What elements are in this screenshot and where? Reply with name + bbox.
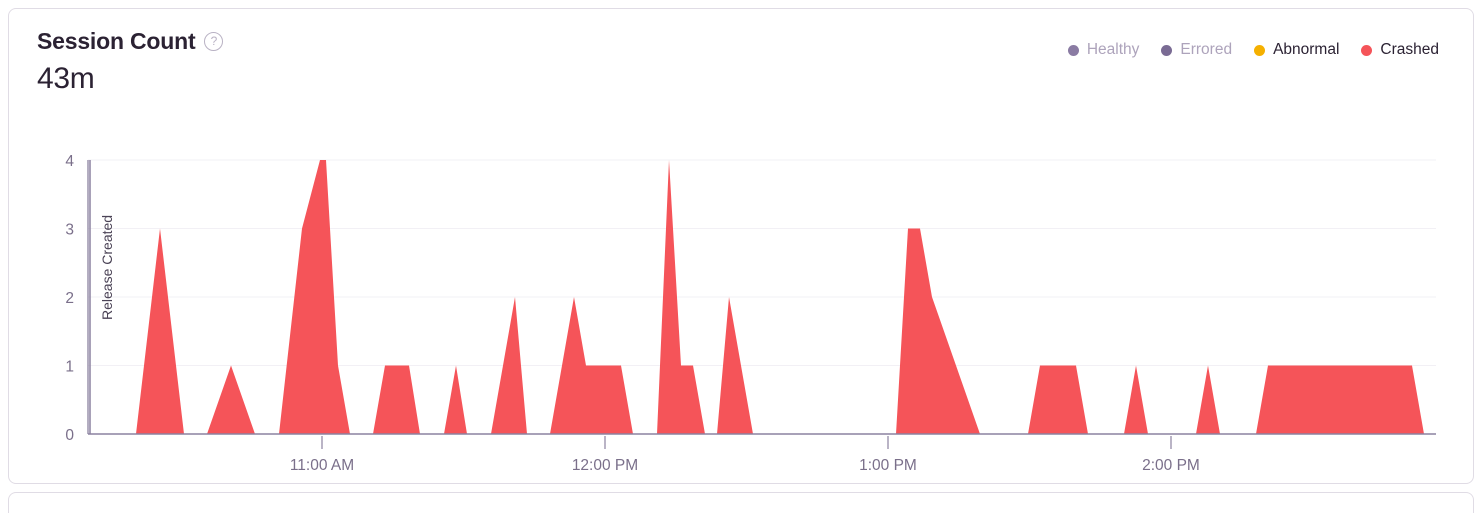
session-count-value: 43m: [37, 62, 95, 95]
x-axis-tick-labels: 11:00 AM 12:00 PM 1:00 PM 2:00 PM: [290, 436, 1200, 474]
y-tick-label: 1: [65, 359, 74, 376]
y-axis-tick-labels: 0 1 2 3 4: [65, 153, 74, 444]
question-circle-icon[interactable]: ?: [204, 32, 224, 51]
area-path-crashed[interactable]: [88, 160, 1436, 434]
page-title: Session Count: [37, 28, 196, 54]
x-tick-label: 2:00 PM: [1142, 457, 1200, 474]
chart-legend: Healthy Errored Abnormal Crashed: [1067, 41, 1439, 59]
y-tick-label: 3: [65, 222, 74, 239]
legend-item-crashed[interactable]: Crashed: [1361, 41, 1439, 59]
legend-dot-icon: [1067, 44, 1079, 56]
legend-dot-icon: [1254, 44, 1266, 56]
x-tick-label: 12:00 PM: [572, 457, 638, 474]
y-tick-label: 4: [65, 153, 74, 170]
y-tick-label: 0: [65, 427, 74, 444]
y-tick-label: 2: [65, 290, 74, 307]
crashed-area-series[interactable]: [88, 160, 1436, 434]
release-marker-label: Release Created: [99, 215, 115, 320]
next-card-top-edge: [8, 492, 1474, 513]
legend-item-abnormal[interactable]: Abnormal: [1254, 41, 1339, 59]
legend-label: Crashed: [1380, 41, 1439, 58]
release-created-marker[interactable]: Release Created: [89, 160, 115, 434]
x-tick-label: 11:00 AM: [290, 457, 354, 474]
legend-label: Healthy: [1086, 41, 1140, 58]
axes: [87, 160, 1436, 435]
legend-dot-icon: [1161, 44, 1173, 56]
legend-label: Errored: [1180, 41, 1233, 58]
legend-item-errored[interactable]: Errored: [1161, 41, 1232, 59]
x-tick-label: 1:00 PM: [859, 457, 917, 474]
card-header: Session Count ? 43m: [37, 28, 1454, 118]
legend-dot-icon: [1361, 44, 1373, 56]
title-row: Session Count ?: [37, 28, 1454, 55]
legend-item-healthy[interactable]: Healthy: [1067, 41, 1140, 59]
legend-label: Abnormal: [1273, 41, 1340, 58]
